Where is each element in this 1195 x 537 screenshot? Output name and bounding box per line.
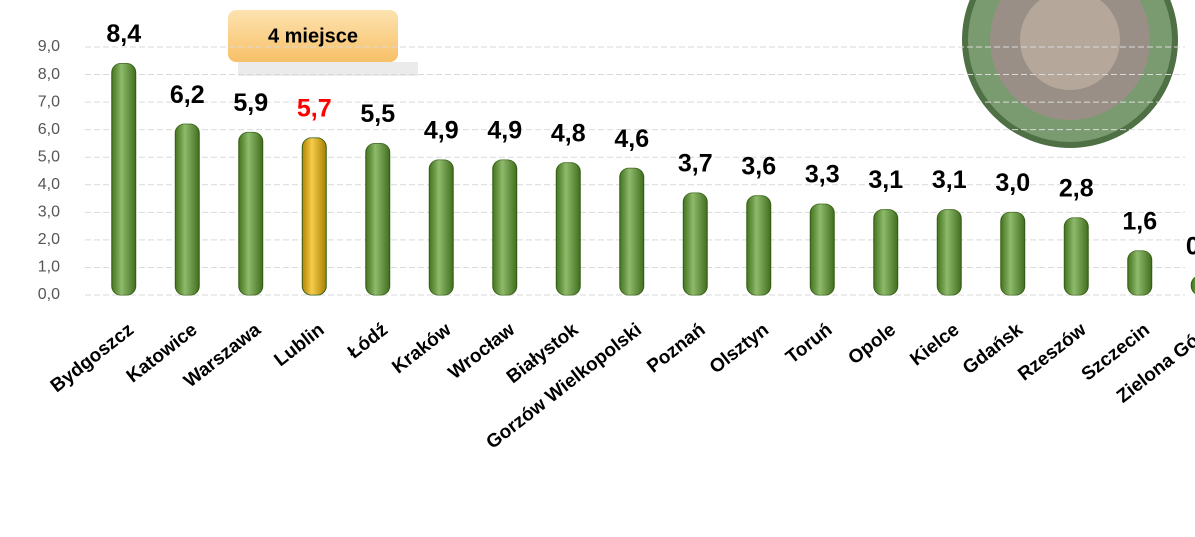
bar-shade: [619, 168, 644, 295]
x-tick-label: Bydgoszcz: [47, 319, 138, 397]
y-tick-label: 3,0: [38, 204, 60, 221]
y-tick-label: 4,0: [38, 176, 60, 193]
bar-shade: [238, 132, 263, 295]
value-label: 0,7: [1186, 232, 1195, 260]
x-tick-label: Opole: [845, 319, 900, 369]
bar-shade: [746, 195, 771, 295]
bar-shade: [429, 159, 454, 295]
value-label: 4,6: [614, 125, 649, 153]
bar-shade: [1064, 217, 1089, 295]
bar-shade: [1000, 212, 1025, 295]
value-label: 2,8: [1059, 174, 1094, 202]
y-tick-label: 9,0: [38, 38, 60, 55]
y-tick-label: 2,0: [38, 231, 60, 248]
decor-globe: [962, 0, 1178, 148]
bar-shade: [492, 159, 517, 295]
x-tick-label: Rzeszów: [1014, 319, 1090, 385]
value-label: 4,9: [487, 117, 522, 145]
value-label: 4,9: [424, 117, 459, 145]
bar-shade: [556, 162, 581, 295]
annotation: 4 miejsce: [268, 25, 358, 47]
x-tick-label: Olsztyn: [706, 319, 773, 378]
value-label: 1,6: [1122, 208, 1157, 236]
value-label: 3,1: [932, 166, 967, 194]
x-tick-label: Lublin: [271, 319, 329, 371]
x-tick-label: Poznań: [643, 319, 709, 377]
bar-shade: [937, 209, 962, 295]
y-tick-label: 0,0: [38, 286, 60, 303]
value-label: 8,4: [106, 20, 141, 48]
y-tick-label: 5,0: [38, 148, 60, 165]
y-tick-label: 6,0: [38, 121, 60, 138]
x-tick-label: Łódź: [344, 319, 392, 363]
x-tick-label: Kielce: [906, 319, 963, 370]
bar-shade: [111, 63, 136, 296]
annotation-box: 4 miejsce: [228, 10, 418, 76]
value-label: 4,8: [551, 119, 586, 147]
bar-shade: [302, 137, 327, 295]
bar-shade: [175, 124, 200, 296]
value-label: 3,1: [868, 166, 903, 194]
y-tick-label: 8,0: [38, 66, 60, 83]
value-label: 5,5: [360, 100, 395, 128]
y-tick-label: 7,0: [38, 93, 60, 110]
value-label: 3,0: [995, 169, 1030, 197]
bar-shade: [683, 193, 708, 295]
bar-shade: [365, 143, 390, 295]
value-label: 3,7: [678, 150, 713, 178]
bar-shade: [873, 209, 898, 295]
value-label: 6,2: [170, 81, 205, 109]
bar-shade: [810, 204, 835, 295]
value-label: 5,7: [297, 95, 332, 123]
value-label: 5,9: [233, 89, 268, 117]
value-label: 3,6: [741, 152, 776, 180]
x-tick-label: Toruń: [782, 319, 836, 368]
bar-shade: [1127, 250, 1152, 295]
value-label: 3,3: [805, 161, 840, 189]
y-tick-label: 1,0: [38, 259, 60, 276]
bar-shade: [1191, 277, 1195, 294]
